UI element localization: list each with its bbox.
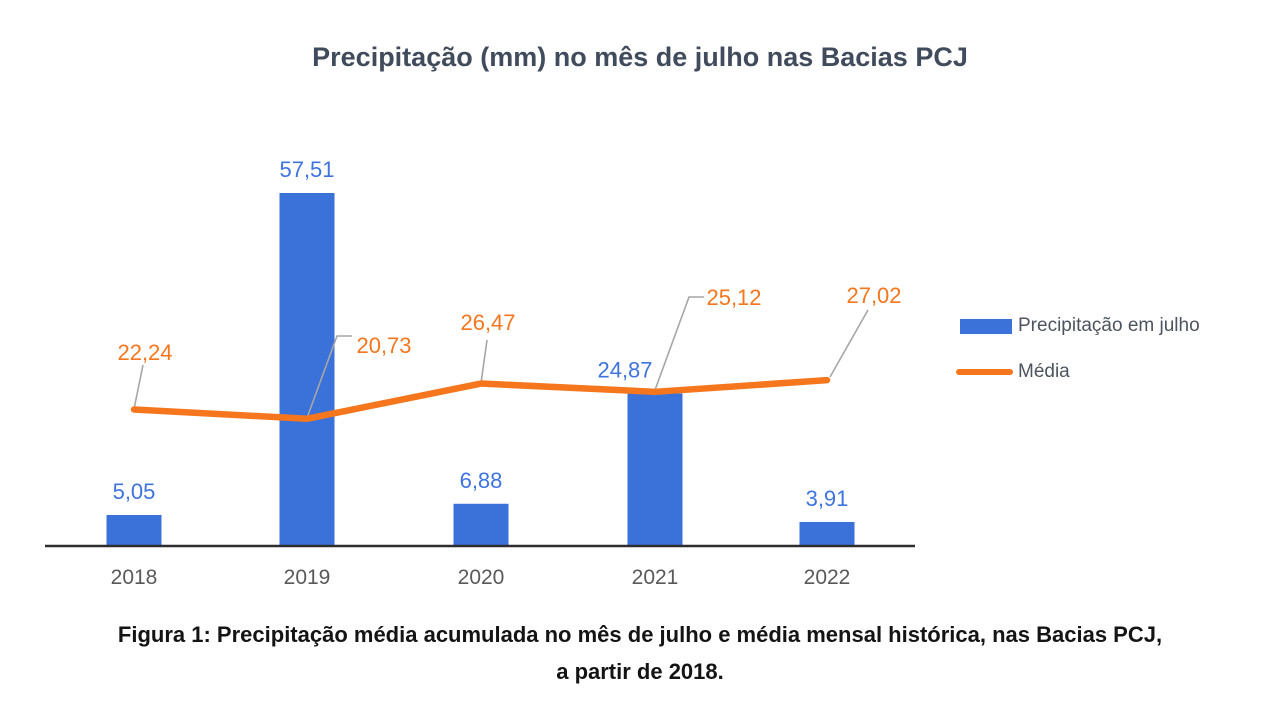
legend-item-precipitacao: Precipitação em julho <box>956 315 1200 336</box>
bar-value-label-2022: 3,91 <box>806 486 849 511</box>
media-value-label-2019: 20,73 <box>356 333 411 358</box>
bar-2022 <box>799 522 855 546</box>
x-axis-label-2018: 2018 <box>111 566 158 589</box>
leader-line-2018 <box>133 364 144 410</box>
bar-swatch-icon <box>960 318 1012 334</box>
line-swatch-icon <box>956 369 1013 375</box>
bar-2021 <box>627 393 683 546</box>
legend: Precipitação em julho Média <box>956 315 1200 382</box>
media-value-label-2018: 22,24 <box>117 340 172 365</box>
chart-title: Precipitação (mm) no mês de julho nas Ba… <box>312 42 968 72</box>
legend-label-media: Média <box>1018 361 1070 382</box>
bar-2019 <box>279 193 335 547</box>
leader-line-2020 <box>480 339 488 384</box>
combo-chart: 5,05 57,51 6,88 24,87 3,91 22,24 20,73 26,47 25,… <box>45 157 915 589</box>
media-value-label-2020: 26,47 <box>460 310 515 335</box>
leader-line-2019 <box>306 335 352 419</box>
bar-value-label-2021: 24,87 <box>597 357 652 382</box>
legend-label-precipitacao: Precipitação em julho <box>1018 315 1200 336</box>
bar-2020 <box>453 503 509 546</box>
caption-line-2: a partir de 2018. <box>556 659 724 684</box>
media-value-label-2021: 25,12 <box>706 285 761 310</box>
media-line <box>130 376 831 423</box>
x-axis-label-2019: 2019 <box>284 566 331 589</box>
caption-line-1: Figura 1: Precipitação média acumulada n… <box>117 622 1163 647</box>
bar-value-label-2018: 5,05 <box>113 479 156 504</box>
x-axis-label-2021: 2021 <box>632 566 679 589</box>
leader-line-2022 <box>829 309 869 378</box>
bar-value-label-2020: 6,88 <box>460 468 503 493</box>
leader-line-2021 <box>654 296 704 391</box>
media-value-label-2022: 27,02 <box>846 283 901 308</box>
x-axis-label-2022: 2022 <box>804 566 851 589</box>
bar-2018 <box>106 515 162 546</box>
figure-caption: Figura 1: Precipitação média acumulada n… <box>0 616 1280 690</box>
bar-value-label-2019: 57,51 <box>279 157 334 182</box>
x-axis-label-2020: 2020 <box>458 566 505 589</box>
legend-item-media: Média <box>956 361 1200 382</box>
